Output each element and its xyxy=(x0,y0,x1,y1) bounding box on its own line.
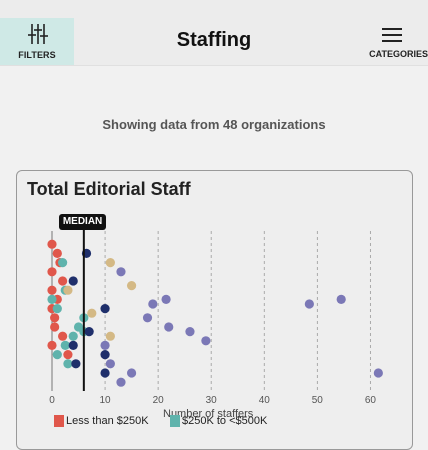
data-point[interactable] xyxy=(105,258,115,268)
data-point[interactable] xyxy=(126,281,137,291)
data-point[interactable] xyxy=(60,340,70,350)
median-label: MEDIAN xyxy=(58,214,107,230)
data-point[interactable] xyxy=(201,336,211,346)
scatter-plot: 0 10 20 30 40 50 60 xyxy=(47,229,383,406)
data-point[interactable] xyxy=(87,308,97,318)
chart-card: Total Editorial Staff 0 10 20 30 40 50 60 MEDI… xyxy=(16,170,413,450)
data-point[interactable] xyxy=(373,368,383,378)
data-point[interactable] xyxy=(116,267,126,277)
legend-label: $250K to <$500K xyxy=(182,415,268,427)
data-point[interactable] xyxy=(84,327,94,337)
data-point[interactable] xyxy=(47,267,57,277)
filters-label: FILTERS xyxy=(18,50,56,60)
x-tick-label: 0 xyxy=(49,395,55,406)
x-tick-label: 20 xyxy=(153,395,165,406)
x-axis-title: Number of staffers xyxy=(163,408,254,420)
data-point[interactable] xyxy=(185,327,195,337)
data-point[interactable] xyxy=(52,248,62,258)
data-point[interactable] xyxy=(100,340,110,350)
data-point[interactable] xyxy=(68,331,78,341)
data-point[interactable] xyxy=(100,350,110,360)
page-title: Staffing xyxy=(176,29,252,51)
filters-button[interactable]: FILTERS xyxy=(0,18,74,65)
sliders-icon xyxy=(28,24,48,44)
x-tick-label: 30 xyxy=(206,395,218,406)
x-tick-label: 40 xyxy=(259,395,271,406)
data-point[interactable] xyxy=(63,359,73,369)
hamburger-menu-icon xyxy=(382,28,402,42)
legend-label: Less than $250K xyxy=(66,415,149,427)
data-point[interactable] xyxy=(63,350,73,360)
data-point[interactable] xyxy=(161,294,171,304)
x-tick-label: 50 xyxy=(312,395,324,406)
legend-swatch xyxy=(54,415,64,428)
legend: Less than $250K $250K to <$500K xyxy=(54,415,384,435)
data-point[interactable] xyxy=(336,294,346,304)
categories-label: CATEGORIES xyxy=(369,49,428,59)
data-point[interactable] xyxy=(68,276,78,286)
data-point[interactable] xyxy=(100,368,110,378)
data-point[interactable] xyxy=(58,258,68,268)
data-point[interactable] xyxy=(47,239,57,249)
x-tick-label: 10 xyxy=(100,395,112,406)
data-point[interactable] xyxy=(105,331,115,341)
data-point[interactable] xyxy=(47,340,57,350)
categories-button[interactable]: CATEGORIES xyxy=(356,24,428,64)
data-point[interactable] xyxy=(50,313,60,323)
legend-item[interactable]: $250K to <$500K xyxy=(170,415,268,428)
data-point[interactable] xyxy=(58,276,68,286)
data-point[interactable] xyxy=(58,331,68,341)
data-point[interactable] xyxy=(47,294,57,304)
data-point[interactable] xyxy=(148,299,158,309)
data-point[interactable] xyxy=(68,340,78,350)
x-tick-label: 60 xyxy=(365,395,377,406)
data-point[interactable] xyxy=(63,285,73,295)
data-point[interactable] xyxy=(142,313,153,323)
data-point[interactable] xyxy=(100,304,110,314)
data-point[interactable] xyxy=(116,377,126,387)
data-point[interactable] xyxy=(304,299,314,309)
organizations-count-text: Showing data from 48 organizations xyxy=(102,117,326,132)
legend-swatch xyxy=(170,415,180,428)
data-point[interactable] xyxy=(50,322,60,332)
data-point[interactable] xyxy=(47,285,57,295)
data-point[interactable] xyxy=(164,322,174,332)
data-point[interactable] xyxy=(105,359,115,369)
data-point[interactable] xyxy=(52,304,62,314)
chart-title: Total Editorial Staff xyxy=(27,179,191,199)
data-point[interactable] xyxy=(52,350,62,360)
legend-item[interactable]: Less than $250K xyxy=(54,415,149,428)
data-point[interactable] xyxy=(126,368,137,378)
data-point[interactable] xyxy=(71,359,81,369)
